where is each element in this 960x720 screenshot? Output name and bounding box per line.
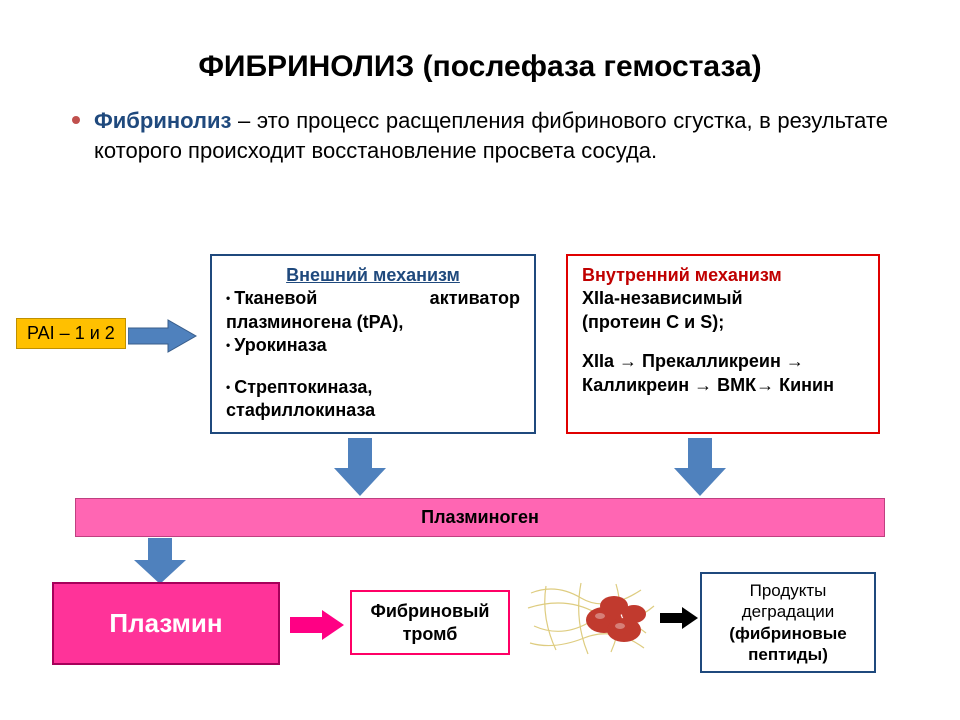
arrow-right-icon: [128, 318, 198, 354]
arrow-right-icon: [290, 608, 346, 642]
external-mechanism-box: Внешний механизм Тканевой активатор плаз…: [210, 254, 536, 434]
arrow-down-icon: [130, 538, 190, 586]
int-cascade: XIIa → Прекалликреин → Калликреин → ВМК→…: [582, 350, 864, 397]
plasmin-box: Плазмин: [52, 582, 280, 665]
ext-li1: Тканевой активатор плазминогена (tPA),: [226, 287, 520, 334]
fibrin-clot-icon: [526, 578, 656, 658]
bullet-icon: [72, 116, 80, 124]
fibrin-thrombus-box: Фибриновый тромб: [350, 590, 510, 655]
degradation-products-box: Продукты деградации (фибриновые пептиды): [700, 572, 876, 673]
ext-li3: Стрептокиназа, стафиллокиназа: [226, 376, 520, 423]
int-title: Внутренний механизм: [582, 264, 864, 287]
ext-list-2: Стрептокиназа, стафиллокиназа: [226, 376, 520, 423]
int-line1: XIIa-независимый: [582, 287, 864, 310]
definition-term: Фибринолиз: [94, 108, 231, 133]
definition-text: Фибринолиз – это процесс расщепления фиб…: [94, 106, 888, 165]
arrow-down-icon: [670, 438, 730, 498]
mechanism-row: Внешний механизм Тканевой активатор плаз…: [210, 254, 900, 434]
fibrin-l2: тромб: [356, 623, 504, 646]
arrow-right-icon: [660, 606, 700, 630]
deg-l2: деградации: [706, 601, 870, 622]
plasminogen-bar: Плазминоген: [75, 498, 885, 537]
fibrin-l1: Фибриновый: [356, 600, 504, 623]
internal-mechanism-box: Внутренний механизм XIIa-независимый (пр…: [566, 254, 880, 434]
deg-l1: Продукты: [706, 580, 870, 601]
definition-block: Фибринолиз – это процесс расщепления фиб…: [72, 106, 888, 165]
ext-li2: Урокиназа: [226, 334, 520, 357]
deg-l3: (фибриновые пептиды): [706, 623, 870, 666]
arrow-down-icon: [330, 438, 390, 498]
page-title: ФИБРИНОЛИЗ (послефаза гемостаза): [0, 0, 960, 84]
int-line2: (протеин C и S);: [582, 311, 864, 334]
pai-label: PAI – 1 и 2: [16, 318, 126, 349]
ext-title: Внешний механизм: [226, 264, 520, 287]
ext-list: Тканевой активатор плазминогена (tPA), У…: [226, 287, 520, 357]
